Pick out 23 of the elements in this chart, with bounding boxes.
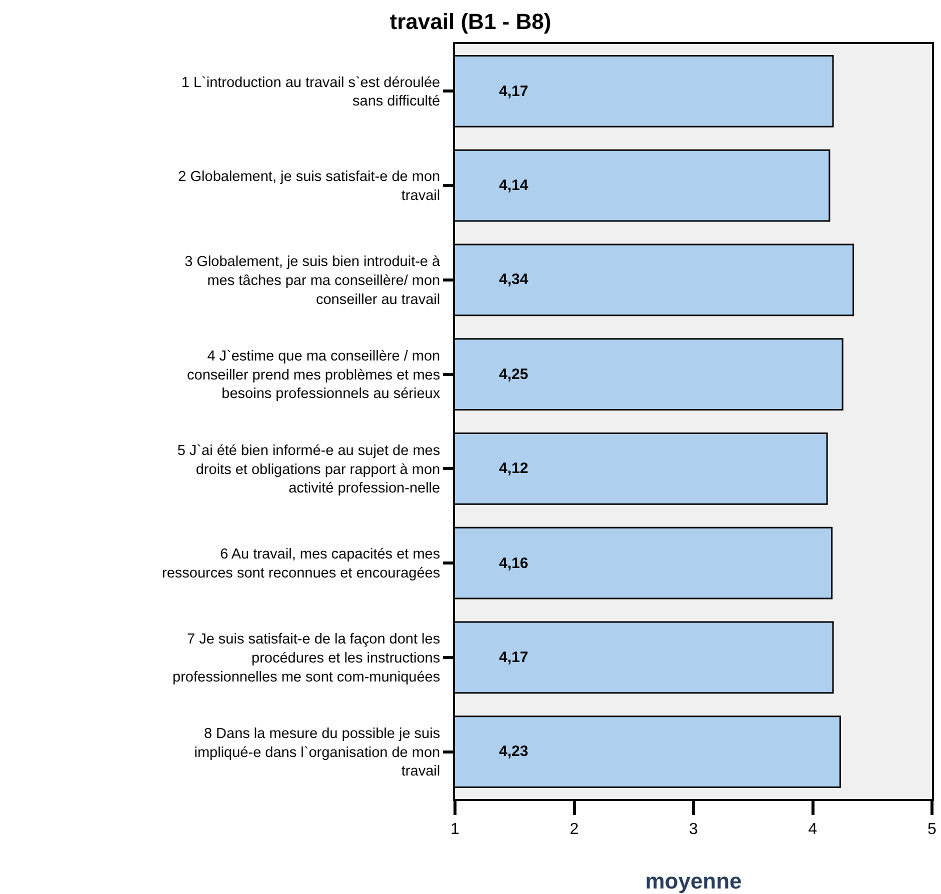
y-tick-label: 2 Globalement, je suis satisfait-e de mon travail bbox=[178, 169, 440, 204]
data-label: 4,25 bbox=[499, 366, 528, 383]
y-tick-label: 1 L`introduction au travail s`est déroulée sans difficulté bbox=[181, 74, 440, 110]
y-tick-label: 8 Dans la mesure du possible je suis impliqué-e dans l`organisation de mon travail bbox=[194, 726, 440, 780]
x-tick-label: 5 bbox=[928, 821, 937, 838]
x-tick-label: 1 bbox=[450, 821, 460, 838]
x-axis-title: moyenne bbox=[645, 868, 742, 894]
data-label: 4,17 bbox=[499, 649, 528, 666]
data-label: 4,17 bbox=[499, 83, 528, 100]
data-label: 4,14 bbox=[499, 177, 529, 194]
x-tick-label: 3 bbox=[689, 821, 698, 838]
data-label: 4,12 bbox=[499, 460, 528, 477]
chart-title: travail (B1 - B8) bbox=[390, 8, 552, 34]
x-tick-label: 4 bbox=[808, 821, 818, 838]
data-label: 4,23 bbox=[499, 743, 528, 760]
y-tick-label: 5 J`ai été bien informé-e au sujet de mes droits et obligations par rapport à mon activité profession-nelle bbox=[177, 442, 440, 497]
data-label: 4,34 bbox=[499, 271, 529, 288]
data-label: 4,16 bbox=[499, 555, 528, 572]
y-tick-label: 7 Je suis satisfait-e de la façon dont les procédures et les instructions professionnelles me sont com-muniquées bbox=[172, 632, 440, 686]
y-tick-label: 4 J`estime que ma conseillère / mon conseiller prend mes problèmes et mes besoins professionnels au sérieux bbox=[187, 348, 441, 402]
x-tick-label: 2 bbox=[570, 821, 579, 838]
y-tick-label: 3 Globalement, je suis bien introduit-e à mes tâches par ma conseillère/ mon conseiller au travail bbox=[184, 254, 442, 308]
y-tick-label: 6 Au travail, mes capacités et mes ressources sont reconnues et encouragées bbox=[162, 546, 440, 582]
